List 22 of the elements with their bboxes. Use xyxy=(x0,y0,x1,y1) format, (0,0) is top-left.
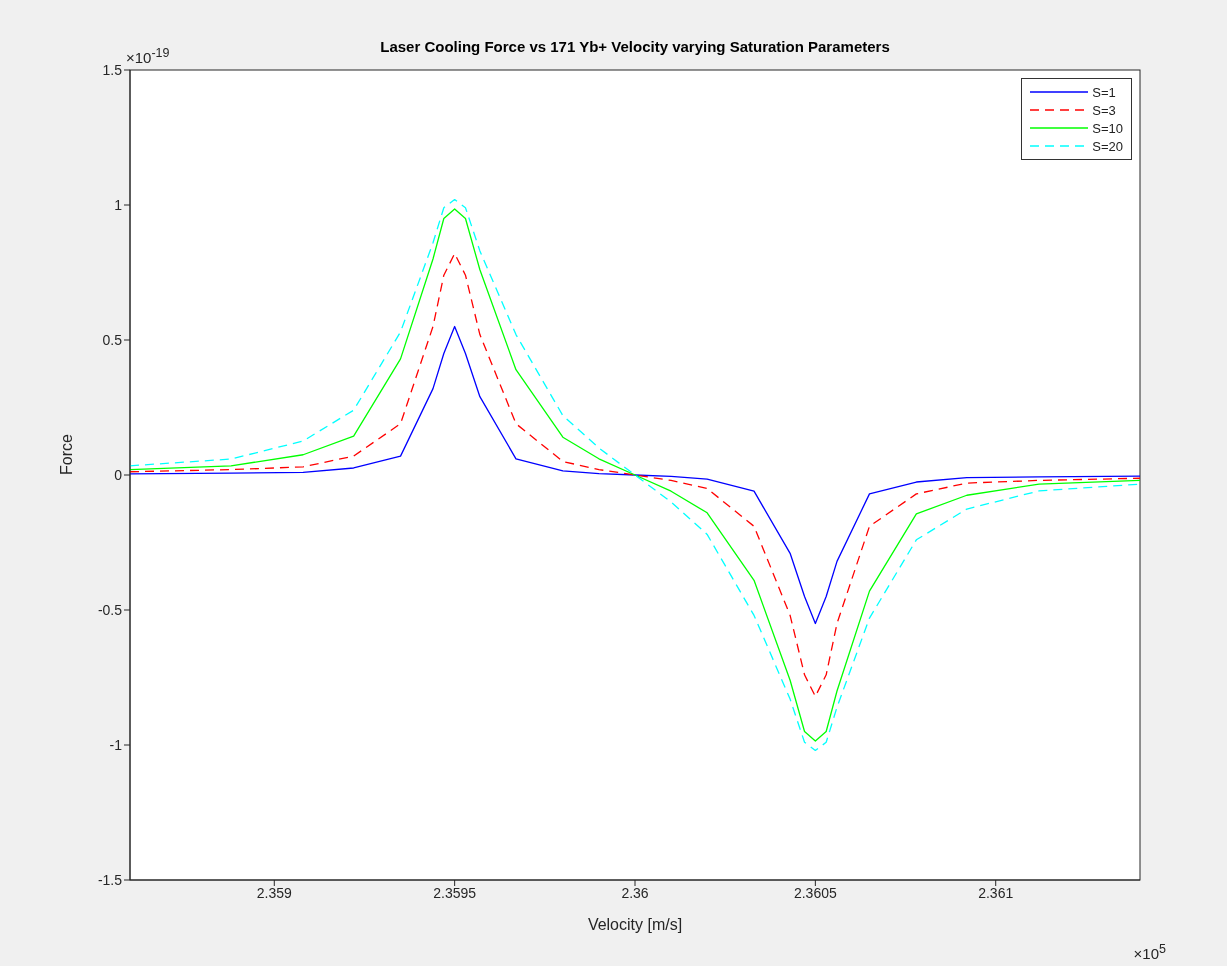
y-tick-label: 1.5 xyxy=(102,61,123,78)
legend-label: S=1 xyxy=(1092,84,1116,100)
y-axis-title: Force xyxy=(57,434,75,475)
chart-title: Laser Cooling Force vs 171 Yb+ Velocity varying Saturation Parameters xyxy=(380,38,890,55)
legend-label: S=3 xyxy=(1092,102,1116,118)
x-tick-label: 2.36 xyxy=(621,884,649,901)
x-axis-title: Velocity [m/s] xyxy=(587,916,683,933)
y-tick-label: -0.5 xyxy=(97,601,123,618)
legend-label: S=10 xyxy=(1092,120,1123,136)
x-tick-label: 2.361 xyxy=(978,884,1014,901)
y-tick-label: 1 xyxy=(114,196,123,213)
y-tick-label: -1 xyxy=(109,736,123,753)
x-tick-label: 2.3595 xyxy=(433,884,477,901)
y-tick-label: -1.5 xyxy=(97,871,123,888)
line-series xyxy=(130,325,1140,625)
x-tick-label: 2.3605 xyxy=(793,884,837,901)
x-tick-label: 2.359 xyxy=(256,884,293,901)
legend-label: S=20 xyxy=(1092,138,1123,154)
text: ×10$^{5}$ xyxy=(1133,942,1166,962)
y-tick-label: 0 xyxy=(114,466,123,483)
text: ×10$^{-19}$ xyxy=(126,46,170,66)
y-tick-label: 0.5 xyxy=(102,331,123,348)
